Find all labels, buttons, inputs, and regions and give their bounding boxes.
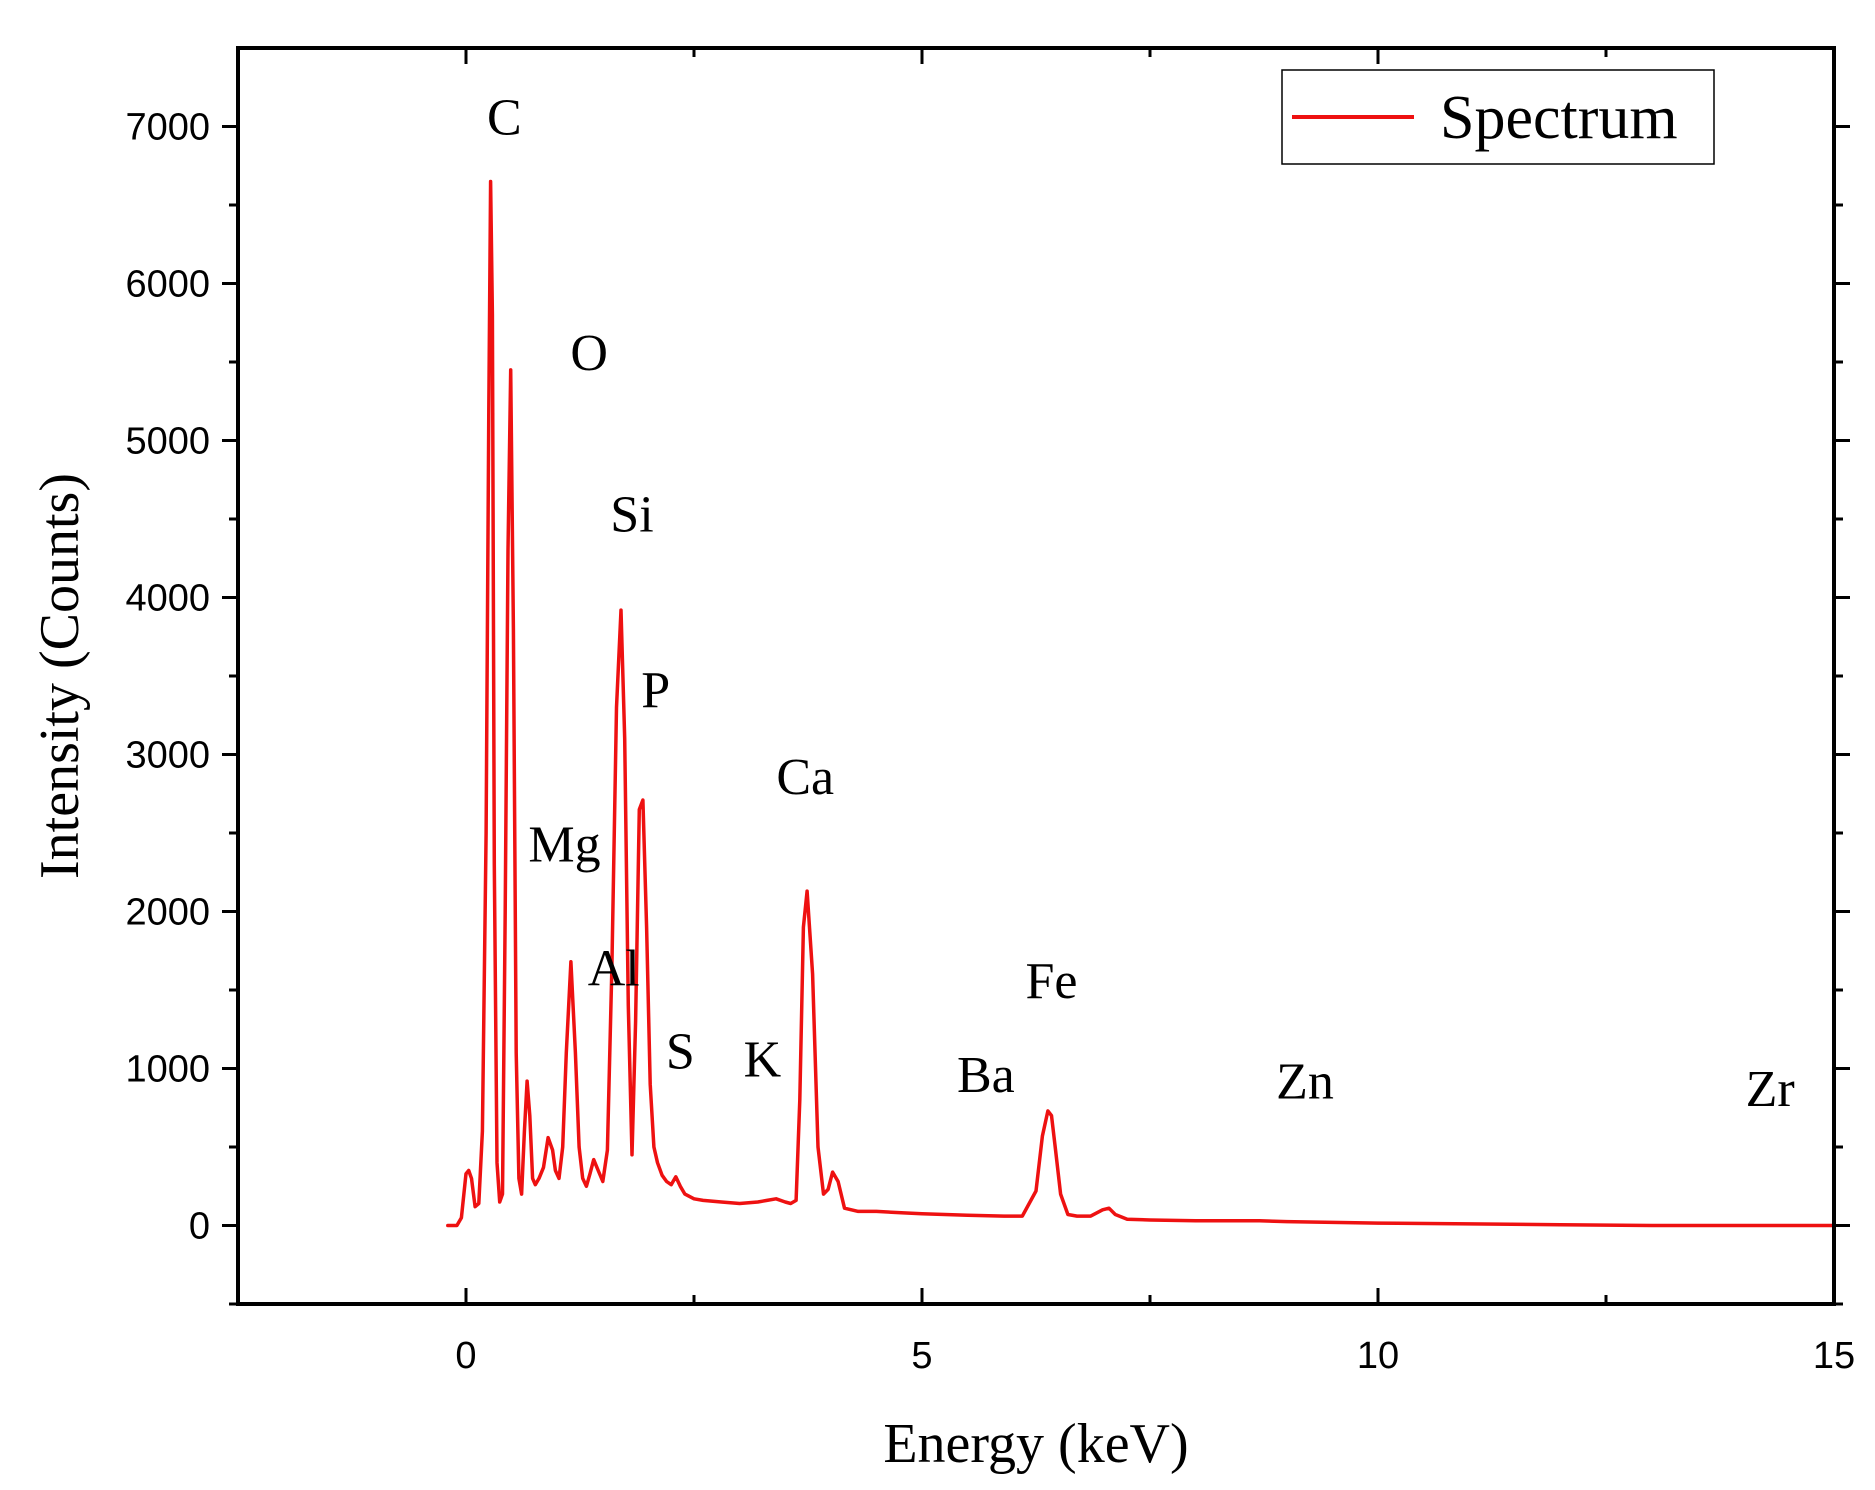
y-tick-label: 0 bbox=[189, 1206, 210, 1248]
legend-label: Spectrum bbox=[1440, 84, 1678, 152]
peak-label-k: K bbox=[744, 1031, 782, 1088]
peak-label-o: O bbox=[570, 325, 608, 382]
y-tick-label: 7000 bbox=[125, 107, 210, 149]
y-tick-label: 2000 bbox=[125, 892, 210, 934]
plot-frame bbox=[236, 46, 1836, 1306]
peak-label-mg: Mg bbox=[528, 816, 600, 873]
peak-label-c: C bbox=[487, 89, 522, 146]
peak-label-ba: Ba bbox=[957, 1047, 1015, 1104]
peak-label-al: Al bbox=[588, 940, 640, 997]
y-tick-label: 6000 bbox=[125, 264, 210, 306]
peak-label-ca: Ca bbox=[776, 749, 834, 806]
peak-label-zn: Zn bbox=[1276, 1053, 1334, 1110]
x-tick-label: 5 bbox=[911, 1335, 932, 1377]
peak-label-fe: Fe bbox=[1026, 953, 1078, 1010]
x-tick-label: 10 bbox=[1357, 1335, 1399, 1377]
y-axis-title: Intensity (Counts) bbox=[29, 473, 91, 879]
peak-label-zr: Zr bbox=[1746, 1061, 1795, 1118]
x-tick-label: 0 bbox=[455, 1335, 476, 1377]
spectrum-line bbox=[446, 179, 1836, 1228]
x-axis-title: Energy (keV) bbox=[883, 1413, 1188, 1475]
y-tick-label: 5000 bbox=[125, 421, 210, 463]
x-tick-label: 15 bbox=[1813, 1335, 1855, 1377]
y-tick-label: 3000 bbox=[125, 735, 210, 777]
peak-label-si: Si bbox=[610, 487, 653, 544]
peak-label-p: P bbox=[641, 662, 670, 719]
y-tick-label: 1000 bbox=[125, 1049, 210, 1091]
y-tick-label: 4000 bbox=[125, 578, 210, 620]
peak-label-s: S bbox=[666, 1024, 695, 1081]
